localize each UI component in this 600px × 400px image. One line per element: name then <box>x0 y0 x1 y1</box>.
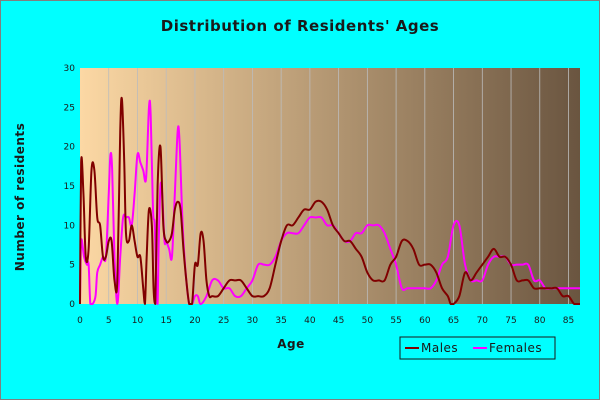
series-layer <box>79 96 580 306</box>
x-tick-label: 15 <box>160 316 171 326</box>
legend-label-females: Females <box>489 341 542 355</box>
legend-box <box>399 336 556 360</box>
x-tick-label: 75 <box>505 316 516 326</box>
x-tick-label: 0 <box>77 316 83 326</box>
x-tick-label: 55 <box>390 316 401 326</box>
plot-area <box>80 68 580 304</box>
x-tick-label: 35 <box>275 316 286 326</box>
x-tick-label: 65 <box>448 316 459 326</box>
y-tick-label: 25 <box>64 103 75 113</box>
x-tick-label: 60 <box>419 316 431 326</box>
x-axis-ticks: 0 5 10 15 20 25 30 35 40 45 50 55 60 65 70 75 80 85 <box>77 316 574 326</box>
x-tick-label: 80 <box>534 316 546 326</box>
y-axis-ticks: 0 5 10 15 20 25 30 <box>64 64 76 310</box>
x-tick-label: 45 <box>333 316 344 326</box>
y-tick-label: 0 <box>69 300 75 310</box>
chart-title: Distribution of Residents' Ages <box>161 17 439 35</box>
x-tick-label: 10 <box>132 316 144 326</box>
x-tick-label: 25 <box>218 316 229 326</box>
y-tick-label: 20 <box>64 143 76 153</box>
legend-label-males: Males <box>421 341 458 355</box>
x-tick-label: 70 <box>477 316 489 326</box>
y-tick-label: 10 <box>64 221 76 231</box>
x-tick-label: 40 <box>304 316 316 326</box>
y-tick-label: 5 <box>69 261 75 271</box>
x-tick-label: 50 <box>362 316 374 326</box>
legend: Males Females <box>399 336 556 360</box>
x-axis-title: Age <box>277 337 305 351</box>
x-tick-label: 20 <box>189 316 201 326</box>
x-tick-label: 30 <box>247 316 259 326</box>
x-tick-label: 85 <box>563 316 574 326</box>
x-tick-label: 5 <box>106 316 112 326</box>
series-line-males <box>79 96 580 306</box>
y-tick-label: 30 <box>64 64 76 74</box>
y-axis-title: Number of residents <box>13 123 27 272</box>
y-tick-label: 15 <box>64 182 75 192</box>
